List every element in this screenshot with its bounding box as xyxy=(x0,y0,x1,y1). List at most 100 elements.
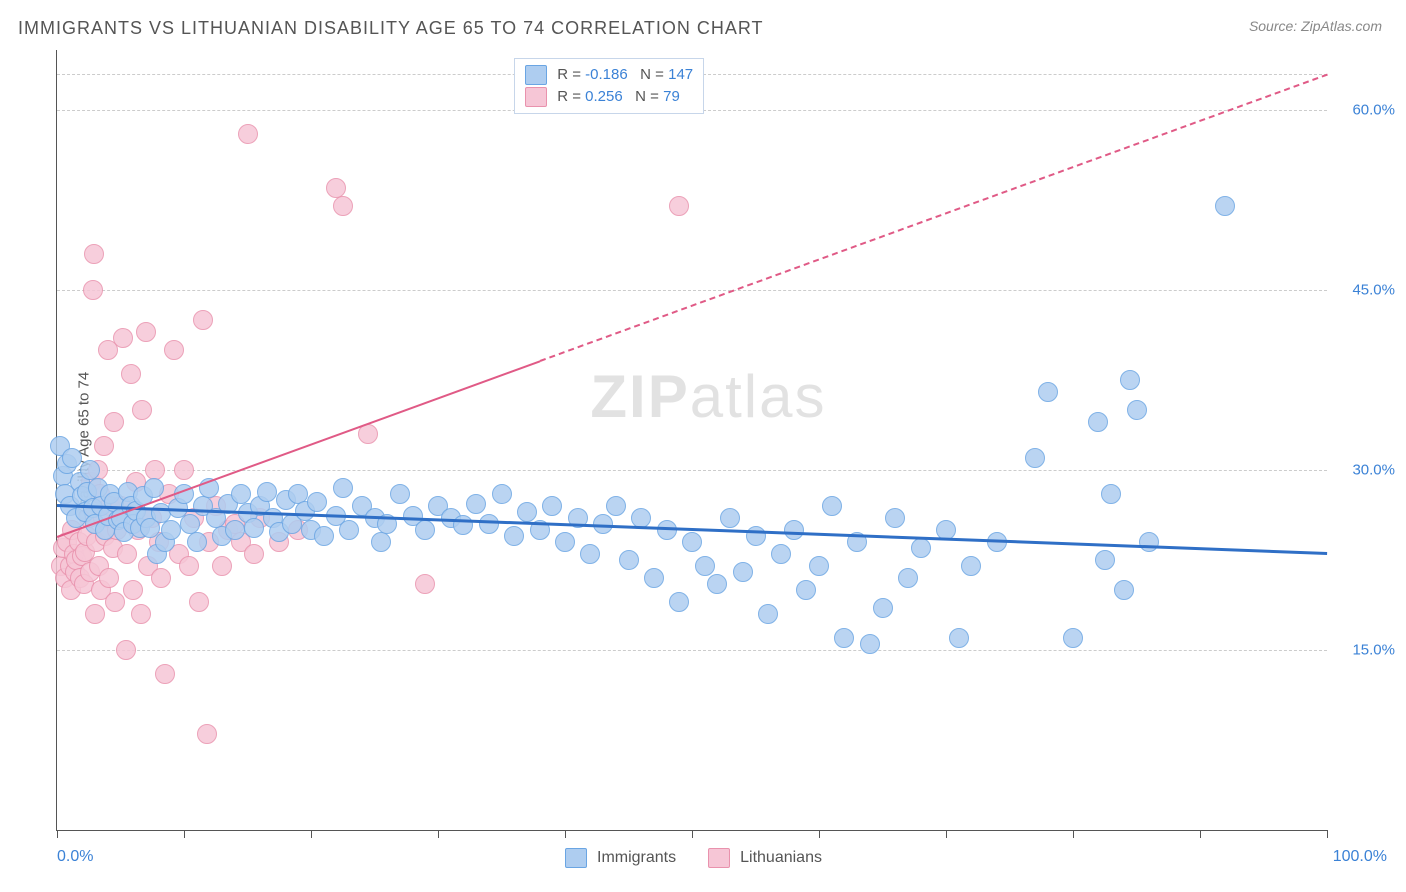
data-point xyxy=(542,496,562,516)
data-point xyxy=(84,244,104,264)
data-point xyxy=(695,556,715,576)
data-point xyxy=(145,460,165,480)
data-point xyxy=(1095,550,1115,570)
data-point xyxy=(333,478,353,498)
data-point xyxy=(212,556,232,576)
data-point xyxy=(307,492,327,512)
data-point xyxy=(371,532,391,552)
data-point xyxy=(885,508,905,528)
x-tick xyxy=(1073,830,1074,838)
data-point xyxy=(244,544,264,564)
data-point xyxy=(517,502,537,522)
data-point xyxy=(1038,382,1058,402)
data-point xyxy=(784,520,804,540)
data-point xyxy=(161,520,181,540)
data-point xyxy=(834,628,854,648)
data-point xyxy=(144,478,164,498)
data-point xyxy=(225,520,245,540)
chart-title: IMMIGRANTS VS LITHUANIAN DISABILITY AGE … xyxy=(18,18,764,39)
legend-series-name: Immigrants xyxy=(597,849,676,867)
x-tick xyxy=(1200,830,1201,838)
data-point xyxy=(860,634,880,654)
legend-swatch xyxy=(708,848,730,868)
data-point xyxy=(822,496,842,516)
data-point xyxy=(898,568,918,588)
data-point xyxy=(479,514,499,534)
data-point xyxy=(131,604,151,624)
legend-text: R = -0.186 N = 147 xyxy=(557,64,693,86)
data-point xyxy=(174,460,194,480)
y-tick-label: 45.0% xyxy=(1335,282,1395,299)
x-tick xyxy=(946,830,947,838)
data-point xyxy=(132,400,152,420)
data-point xyxy=(113,328,133,348)
legend-series: Immigrants Lithuanians xyxy=(565,848,844,868)
gridline xyxy=(57,290,1327,291)
data-point xyxy=(339,520,359,540)
data-point xyxy=(1139,532,1159,552)
source-credit: Source: ZipAtlas.com xyxy=(1249,18,1382,34)
data-point xyxy=(606,496,626,516)
trend-line xyxy=(539,74,1327,362)
data-point xyxy=(580,544,600,564)
data-point xyxy=(492,484,512,504)
data-point xyxy=(415,520,435,540)
legend-series-name: Lithuanians xyxy=(740,849,822,867)
data-point xyxy=(187,532,207,552)
data-point xyxy=(669,592,689,612)
data-point xyxy=(238,124,258,144)
data-point xyxy=(197,724,217,744)
data-point xyxy=(1025,448,1045,468)
x-tick xyxy=(1327,830,1328,838)
data-point xyxy=(123,580,143,600)
gridline xyxy=(57,470,1327,471)
data-point xyxy=(771,544,791,564)
legend-swatch xyxy=(525,87,547,107)
legend-swatch xyxy=(525,65,547,85)
data-point xyxy=(189,592,209,612)
plot-area: ZIPatlas 15.0%30.0%45.0%60.0%0.0%100.0%R… xyxy=(56,50,1327,831)
data-point xyxy=(314,526,334,546)
gridline xyxy=(57,650,1327,651)
data-point xyxy=(116,640,136,660)
x-tick xyxy=(184,830,185,838)
data-point xyxy=(809,556,829,576)
x-tick xyxy=(692,830,693,838)
data-point xyxy=(911,538,931,558)
watermark: ZIPatlas xyxy=(590,362,826,431)
x-tick xyxy=(57,830,58,838)
x-tick xyxy=(438,830,439,838)
data-point xyxy=(151,568,171,588)
data-point xyxy=(164,340,184,360)
watermark-light: atlas xyxy=(690,363,827,430)
data-point xyxy=(1120,370,1140,390)
data-point xyxy=(104,412,124,432)
x-tick xyxy=(565,830,566,838)
legend-text: R = 0.256 N = 79 xyxy=(557,86,680,108)
data-point xyxy=(949,628,969,648)
data-point xyxy=(707,574,727,594)
data-point xyxy=(257,482,277,502)
legend-correlation: R = -0.186 N = 147R = 0.256 N = 79 xyxy=(514,58,704,114)
y-tick-label: 60.0% xyxy=(1335,102,1395,119)
data-point xyxy=(720,508,740,528)
legend-row: R = -0.186 N = 147 xyxy=(525,64,693,86)
data-point xyxy=(136,322,156,342)
data-point xyxy=(231,484,251,504)
data-point xyxy=(415,574,435,594)
data-point xyxy=(961,556,981,576)
data-point xyxy=(83,280,103,300)
data-point xyxy=(80,460,100,480)
y-tick-label: 30.0% xyxy=(1335,462,1395,479)
data-point xyxy=(193,310,213,330)
data-point xyxy=(244,518,264,538)
x-label-min: 0.0% xyxy=(57,848,93,866)
data-point xyxy=(179,556,199,576)
x-tick xyxy=(819,830,820,838)
data-point xyxy=(504,526,524,546)
watermark-bold: ZIP xyxy=(590,363,689,430)
data-point xyxy=(555,532,575,552)
legend-row: R = 0.256 N = 79 xyxy=(525,86,693,108)
data-point xyxy=(1088,412,1108,432)
data-point xyxy=(117,544,137,564)
